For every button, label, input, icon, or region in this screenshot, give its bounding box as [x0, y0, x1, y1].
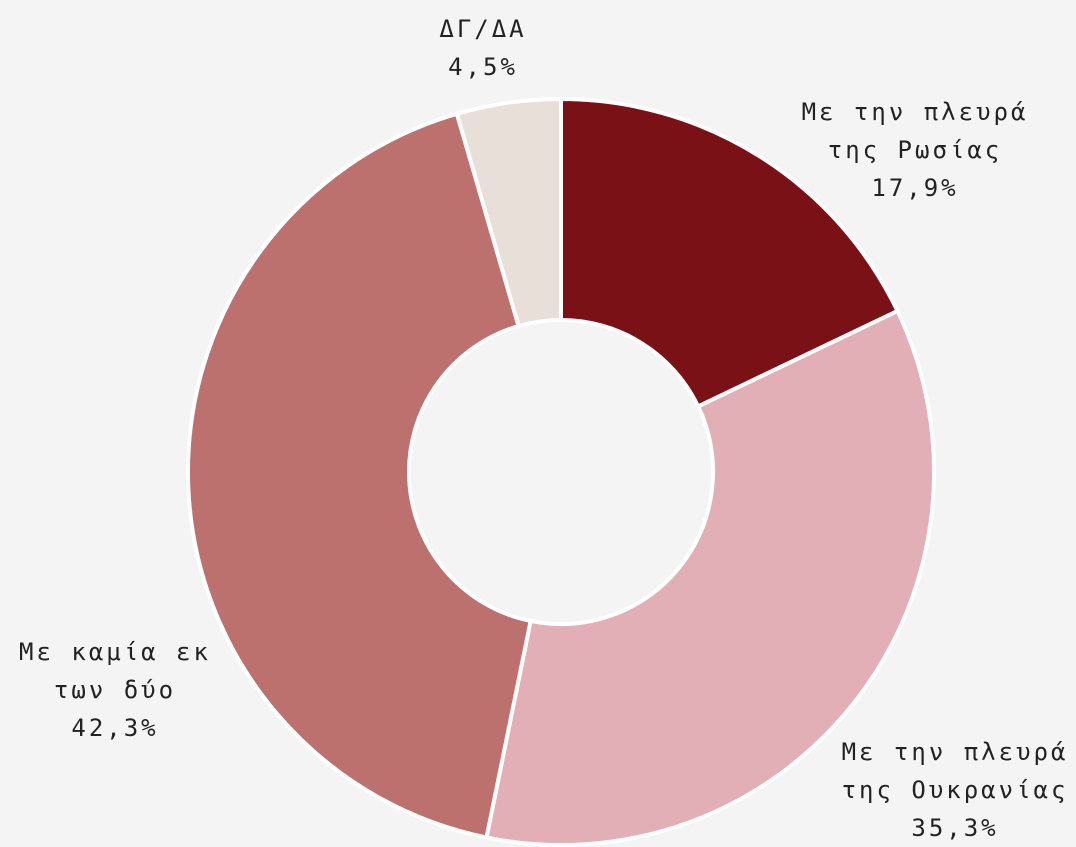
donut-slice — [185, 111, 534, 840]
value-label: 17,9% — [871, 174, 959, 202]
category-name: ΔΓ/ΔΑ — [439, 15, 527, 43]
donut-slice — [454, 96, 563, 329]
value-label: 35,3% — [911, 814, 999, 842]
category-name: Με καμία εκ των δύο — [19, 638, 211, 704]
donut-slice — [484, 308, 936, 847]
slice-label: Με καμία εκ των δύο 42,3% — [0, 633, 240, 747]
slice-label: ΔΓ/ΔΑ 4,5% — [358, 10, 608, 86]
category-name: Με την πλευρά της Ρωσίας — [801, 98, 1029, 164]
slice-label: Με την πλευρά της Ρωσίας 17,9% — [790, 93, 1040, 207]
donut-slice — [559, 96, 901, 410]
value-label: 42,3% — [71, 714, 159, 742]
category-name: Με την πλευρά της Ουκρανίας — [841, 738, 1069, 804]
value-label: 4,5% — [448, 53, 518, 81]
slice-label: Με την πλευρά της Ουκρανίας 35,3% — [830, 733, 1076, 847]
